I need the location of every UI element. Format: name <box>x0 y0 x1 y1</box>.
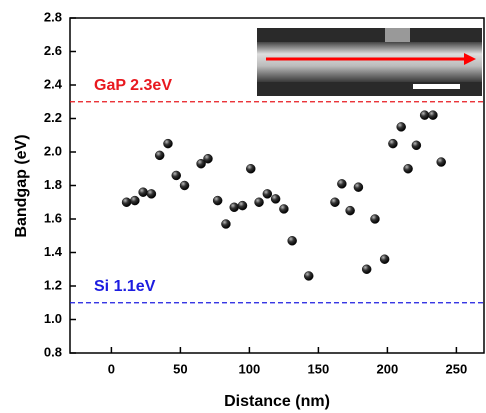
point <box>411 140 422 151</box>
x-tick-label: 200 <box>377 361 399 376</box>
inset-image <box>257 28 482 96</box>
point <box>436 157 446 167</box>
point <box>138 187 148 197</box>
point <box>262 189 273 199</box>
y-tick-label: 2.8 <box>44 9 62 24</box>
point <box>337 179 347 189</box>
point <box>388 138 398 149</box>
y-tick-label: 1.8 <box>44 177 62 192</box>
point <box>396 122 406 132</box>
reference-label: Si 1.1eV <box>94 278 156 295</box>
point <box>121 197 132 207</box>
point <box>229 202 239 213</box>
point <box>370 214 380 224</box>
point <box>171 170 182 181</box>
point <box>303 271 314 281</box>
x-tick-label: 250 <box>446 361 468 376</box>
point <box>212 195 223 206</box>
point <box>146 189 157 199</box>
point <box>196 158 206 169</box>
y-tick-label: 1.6 <box>44 210 62 225</box>
y-tick-label: 1.2 <box>44 277 62 292</box>
y-tick-label: 1.4 <box>44 244 63 259</box>
point <box>270 194 281 204</box>
point <box>130 195 140 206</box>
point <box>237 200 248 211</box>
point <box>154 150 165 161</box>
point <box>221 219 231 229</box>
point <box>330 197 340 207</box>
y-tick-label: 2.6 <box>44 43 62 58</box>
point <box>361 264 372 274</box>
point <box>179 180 190 191</box>
y-tick-label: 2.2 <box>44 110 62 125</box>
point <box>203 153 213 164</box>
y-tick-label: 2.0 <box>44 143 62 158</box>
x-tick-label: 150 <box>308 361 330 376</box>
reference-label: GaP 2.3eV <box>94 77 172 94</box>
point <box>163 138 173 149</box>
y-tick-label: 0.8 <box>44 344 62 359</box>
x-axis-title: Distance (nm) <box>224 393 330 410</box>
point <box>279 204 289 214</box>
point <box>379 254 390 264</box>
point <box>403 164 413 174</box>
x-tick-label: 100 <box>239 361 261 376</box>
x-tick-label: 50 <box>173 361 187 376</box>
point <box>353 182 364 192</box>
point <box>254 197 264 207</box>
y-axis-title: Bandgap (eV) <box>13 134 30 237</box>
point <box>419 110 430 120</box>
point <box>287 236 297 246</box>
point <box>345 205 355 216</box>
point <box>428 110 438 120</box>
point <box>246 164 256 174</box>
y-tick-label: 2.4 <box>44 76 63 91</box>
y-tick-label: 1.0 <box>44 311 62 326</box>
x-tick-label: 0 <box>108 361 115 376</box>
